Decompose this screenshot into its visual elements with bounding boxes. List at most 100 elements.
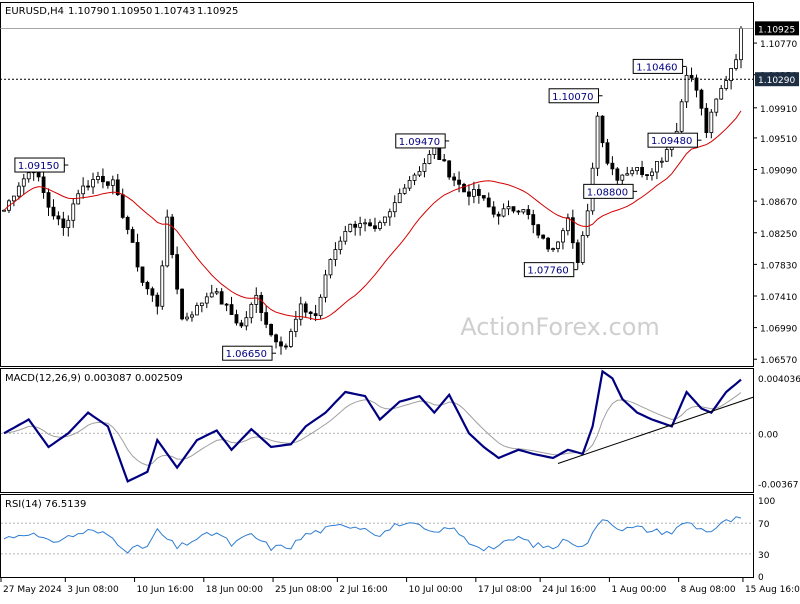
candle [318,294,323,319]
candle-body [214,291,219,294]
candle-body [125,216,130,230]
candle-body [140,266,145,283]
current-price-tag: 1.10925 [755,21,799,36]
candle-body [600,115,605,144]
candle-body [457,179,461,185]
candle-body [363,222,367,225]
candle-body [496,213,501,217]
candle [506,200,511,216]
candle [101,168,105,189]
candle-body [585,210,590,236]
candle-body [521,209,526,213]
candle-body [536,224,541,236]
candle [180,288,184,321]
candle-body [506,206,511,210]
candle-body [516,210,521,213]
candle-body [115,179,120,196]
candle [471,181,476,204]
candle-body [650,171,654,176]
candle [610,156,615,176]
candle-body [328,259,333,276]
candle [378,220,382,231]
candle-body [724,80,729,89]
candle-body [51,206,56,217]
candle [130,226,135,243]
candle [175,246,180,295]
candle-body [21,178,26,187]
level-price-tag-text: 1.10290 [758,76,795,86]
candle-body [11,195,16,202]
price-annotation: 1.09480 [647,132,702,148]
candle-body [66,219,71,228]
candle-body [412,174,417,181]
candle [501,203,506,218]
annotation-label: 1.09150 [18,161,59,172]
rsi-tick-label: 100 [758,497,775,507]
candle [724,75,729,91]
candle-body [209,292,214,298]
candle-body [580,235,585,263]
candle [496,211,501,225]
candle [165,209,170,268]
candle [650,168,654,181]
candle-body [437,147,442,160]
rsi-tick-label: 70 [758,520,770,530]
ohlc-header: 1.10790 1.10950 1.10743 1.10925 [68,6,238,17]
time-tick-label: 25 Jun 08:00 [275,585,332,595]
candle-body [467,191,471,197]
annotation-label: 1.10070 [552,92,593,103]
price-tick-label: 1.09910 [760,105,797,115]
watermark: ActionForex.com [460,313,660,341]
candle [541,234,546,240]
candle [585,203,590,238]
candle-body [679,101,684,132]
candle [575,239,580,270]
price-tick-label: 1.06990 [760,325,797,335]
candle [387,208,392,226]
candle [679,99,684,135]
candle-body [298,303,303,320]
candle [526,205,531,220]
candle-body [56,215,61,220]
macd-panel-frame [0,368,754,493]
candle [382,216,387,226]
candle-body [234,314,239,324]
candle-body [279,341,283,347]
candle [204,292,209,309]
candle [254,287,259,314]
candle-body [373,225,377,229]
candle-body [709,111,714,134]
candle [51,199,56,220]
candle [293,310,298,338]
candle-body [165,216,170,267]
candle [155,292,160,315]
candle-body [452,176,457,181]
macd-signal-line [3,392,742,466]
candle [16,182,21,200]
candle [565,213,570,236]
candle [491,201,496,218]
candle-body [511,206,516,212]
candle-body [288,331,293,347]
candle-body [655,160,659,173]
candle [96,171,100,184]
candle [41,168,46,199]
candle-body [625,173,630,176]
candle [353,220,358,236]
candle [110,175,115,195]
candle [719,85,724,100]
candle-body [427,154,432,164]
candle-body [565,217,570,232]
candle-body [145,282,150,290]
price-tick-label: 1.07830 [760,261,797,271]
candle-body [402,187,407,194]
candle [199,302,204,313]
ohlc-close: 1.10925 [197,6,238,17]
price-tick-label: 1.06570 [760,356,797,366]
candle [417,166,422,178]
time-tick-label: 15 Aug 16:00 [745,585,800,595]
candle-body [190,314,194,318]
candle-body [570,217,575,244]
candle [412,172,417,186]
candle [224,302,229,312]
